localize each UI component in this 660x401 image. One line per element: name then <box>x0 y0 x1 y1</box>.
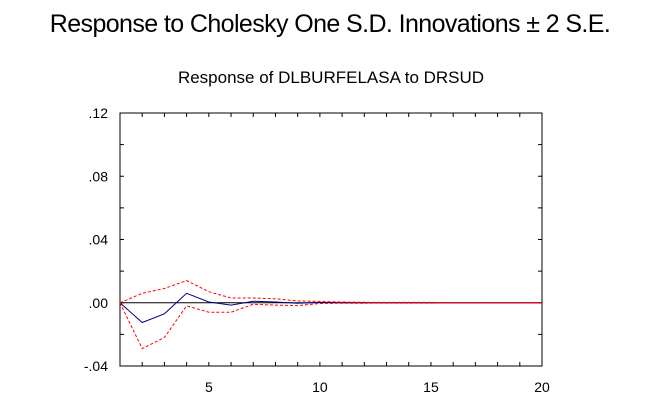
lower-band-line <box>119 302 542 350</box>
x-tick-label: 5 <box>205 379 213 395</box>
plot-frame <box>119 112 543 367</box>
series-layer <box>119 280 542 350</box>
response-line <box>119 292 542 324</box>
y-tick-label: .00 <box>89 295 109 311</box>
plot-border <box>119 112 543 367</box>
chart-subtitle: Response of DLBURFELASA to DRSUD <box>178 68 484 87</box>
upper-band-line <box>119 280 542 304</box>
y-tick-label: .12 <box>89 105 109 121</box>
y-tick-label: -.04 <box>84 358 108 374</box>
x-tick-label: 10 <box>312 379 328 395</box>
axis-ticks <box>120 113 542 366</box>
y-tick-label: .08 <box>89 168 109 184</box>
y-tick-label: .04 <box>89 232 109 248</box>
axis-tick-labels: 5 10 15 20 .12 .08 .04 .00 -.04 <box>84 105 550 395</box>
x-tick-label: 15 <box>423 379 439 395</box>
main-title: Response to Cholesky One S.D. Innovation… <box>49 10 611 38</box>
x-tick-label: 20 <box>534 379 550 395</box>
